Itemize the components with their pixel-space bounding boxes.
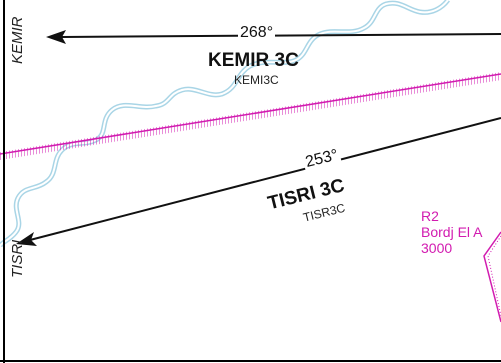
waypoint-label-kemir: KEMIR (9, 16, 26, 64)
arrowhead-kemir (46, 30, 66, 44)
restricted-boundary (0, 72, 501, 160)
river (0, 0, 450, 248)
procedure-code-kemir: KEMI3C (234, 73, 279, 87)
restricted-area-name: Bordj El A (421, 224, 483, 240)
arrowhead-tisri (16, 232, 37, 246)
waypoint-label-tisri: TISRI (9, 239, 26, 278)
procedure-name-kemir: KEMIR 3C (208, 50, 299, 71)
course-label-kemir: 268° (238, 24, 276, 41)
route-kemir-3c (46, 30, 501, 44)
restricted-area-altitude: 3000 (421, 240, 453, 256)
restricted-area-r2-shape (483, 231, 501, 323)
route-tisri-3c (16, 117, 501, 246)
restricted-area-label: R2 Bordj El A 3000 (421, 208, 482, 256)
restricted-area-id: R2 (421, 208, 439, 224)
